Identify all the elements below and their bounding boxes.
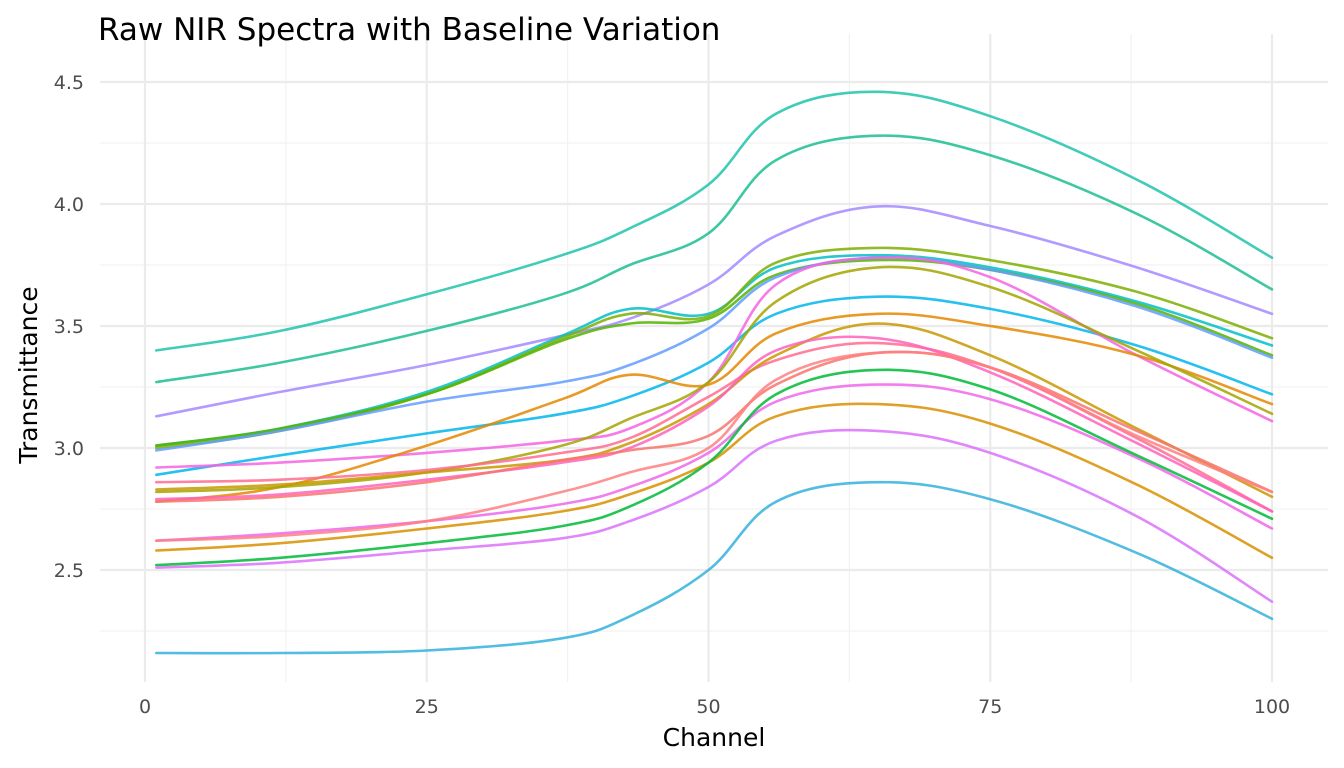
series-line-spectrum-19 (155, 368, 1274, 567)
series-line-spectrum-11 (155, 265, 1274, 494)
x-tick-label: 75 (978, 696, 1002, 718)
series-line-spectrum-17 (155, 350, 1274, 542)
x-tick-label: 0 (139, 696, 151, 718)
y-tick-label: 4.0 (54, 194, 84, 216)
y-tick-label: 3.5 (54, 316, 84, 338)
series-line-spectrum-9 (155, 256, 1274, 469)
x-axis-ticks: 0 25 50 75 100 (139, 696, 1290, 718)
chart-title: Raw NIR Spectra with Baseline Variation (98, 12, 720, 48)
series-line-spectrum-1 (155, 90, 1274, 352)
series-line-spectrum-14 (155, 335, 1274, 513)
x-tick-label: 50 (696, 696, 720, 718)
series-line-spectrum-13 (155, 322, 1274, 499)
series-line-spectrum-7 (155, 256, 1274, 452)
y-tick-label: 3.0 (54, 438, 84, 460)
series-lines (155, 90, 1274, 655)
x-axis-title: Channel (663, 723, 766, 752)
y-tick-label: 4.5 (54, 72, 84, 94)
y-axis-ticks: 2.5 3.0 3.5 4.0 4.5 (54, 72, 84, 582)
series-line-spectrum-2 (155, 134, 1274, 384)
x-tick-label: 25 (415, 696, 439, 718)
series-line-spectrum-10 (155, 312, 1274, 503)
series-line-spectrum-21 (155, 480, 1274, 655)
series-line-spectrum-6 (155, 258, 1274, 447)
series-line-spectrum-8 (155, 295, 1274, 477)
y-axis-title: Transmittance (14, 286, 43, 464)
series-line-spectrum-15 (155, 350, 1274, 503)
series-line-spectrum-20 (155, 428, 1274, 603)
series-line-spectrum-3 (155, 204, 1274, 418)
y-tick-label: 2.5 (54, 560, 84, 582)
x-tick-label: 100 (1254, 696, 1290, 718)
series-line-spectrum-16 (155, 383, 1274, 542)
